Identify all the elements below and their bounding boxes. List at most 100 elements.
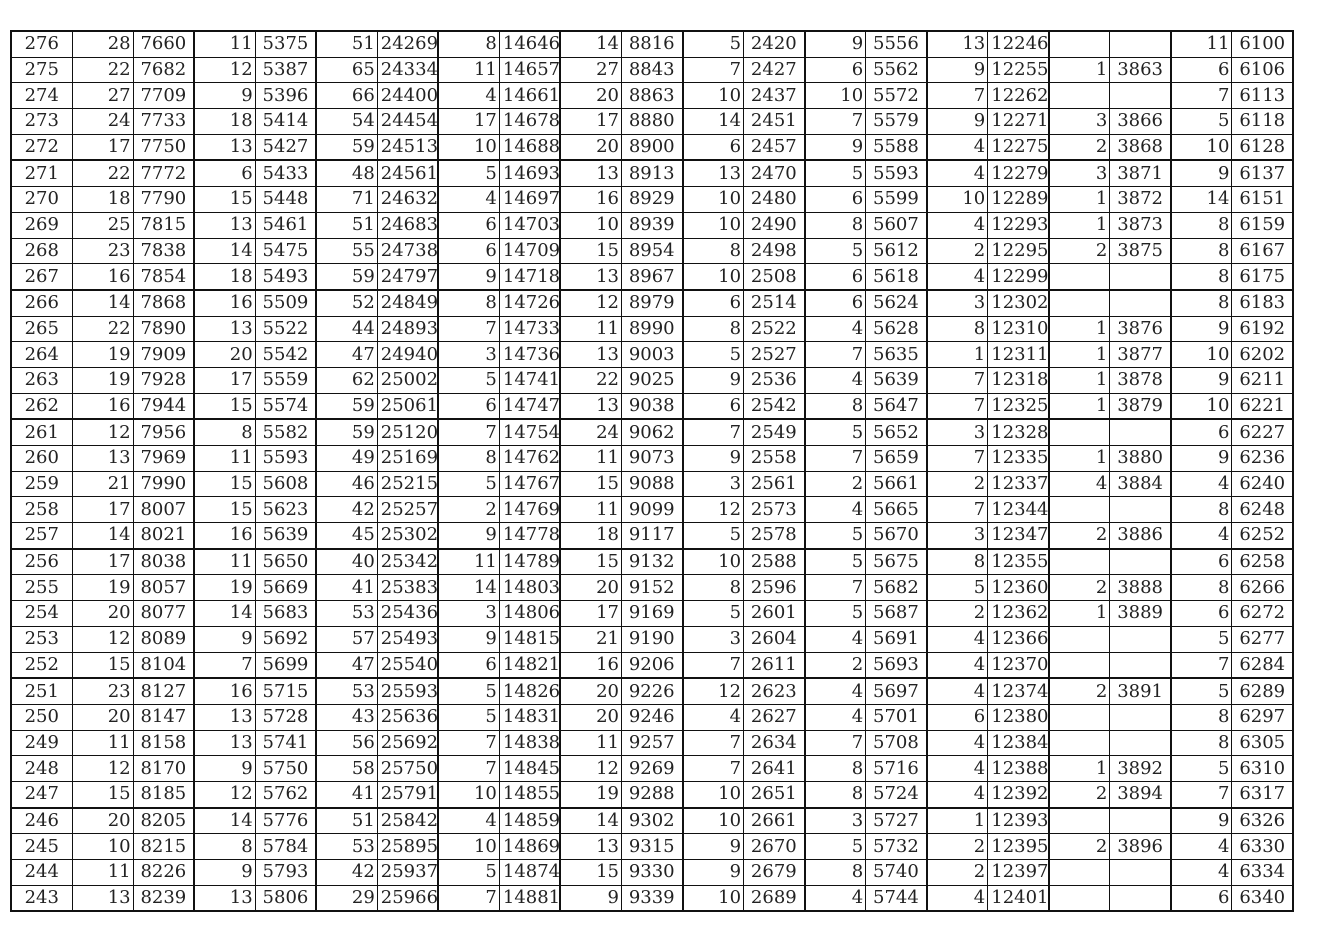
cumulative-cell: 6326 (1231, 807, 1295, 835)
count-cell: 11 (559, 496, 622, 524)
cumulative-cell: 3888 (1109, 574, 1172, 602)
count-cell: 4 (682, 703, 745, 731)
count-cell: 5 (437, 470, 500, 498)
count-cell: 16 (559, 651, 622, 680)
cumulative-cell: 14874 (498, 859, 562, 886)
cumulative-cell: 2451 (743, 108, 806, 135)
table-row: 252 15 8104 7 5699 47 25540 6 14821 16 9206 7 2611 2 5… (10, 651, 1295, 680)
count-cell: 46 (315, 470, 378, 498)
score-cell: 270 (10, 186, 73, 213)
count-cell: 7 (682, 56, 745, 84)
count-cell: 48 (315, 159, 378, 188)
count-cell: 65 (315, 56, 378, 84)
cumulative-cell: 5691 (865, 625, 928, 653)
cumulative-cell: 5624 (865, 289, 928, 317)
count-cell: 7 (926, 445, 989, 472)
cumulative-cell: 5427 (254, 133, 318, 162)
count-cell: 14 (559, 30, 622, 58)
cumulative-cell: 8843 (620, 56, 684, 84)
cumulative-cell: 12289 (987, 186, 1050, 213)
cumulative-cell: 8104 (132, 651, 196, 680)
count-cell (1048, 548, 1111, 576)
count-cell: 8 (193, 833, 256, 860)
cumulative-cell: 14831 (498, 703, 562, 731)
cumulative-cell: 8215 (132, 833, 196, 860)
count-cell: 10 (926, 186, 989, 213)
cumulative-cell: 9206 (620, 651, 684, 680)
count-cell: 59 (315, 392, 378, 421)
count-cell: 4 (926, 159, 989, 188)
count-cell: 11 (71, 729, 134, 757)
table-row: 268 23 7838 14 5475 55 24738 6 14709 15 8954 8 2498 5… (10, 237, 1295, 265)
cumulative-cell: 6258 (1231, 548, 1295, 576)
cumulative-cell: 2549 (743, 418, 806, 447)
count-cell: 52 (315, 289, 378, 317)
count-cell: 5 (437, 703, 500, 731)
count-cell: 15 (559, 237, 622, 265)
count-cell: 9 (193, 82, 256, 110)
count-cell: 43 (315, 703, 378, 731)
count-cell: 59 (315, 133, 378, 162)
cumulative-cell: 8158 (132, 729, 196, 757)
cumulative-cell: 5716 (865, 755, 928, 782)
cumulative-cell: 8816 (620, 30, 684, 58)
cumulative-cell: 25061 (376, 392, 440, 421)
cumulative-cell: 25302 (376, 522, 440, 550)
cumulative-cell: 5744 (865, 884, 928, 912)
cumulative-cell: 5669 (254, 574, 318, 602)
cumulative-cell: 24797 (376, 263, 440, 291)
count-cell: 7 (926, 366, 989, 394)
score-cell: 253 (10, 625, 73, 653)
cumulative-cell: 7944 (132, 392, 196, 421)
count-cell: 8 (682, 574, 745, 602)
cumulative-cell: 5593 (865, 159, 928, 188)
cumulative-cell: 5740 (865, 859, 928, 886)
count-cell: 10 (682, 211, 745, 239)
count-cell: 4 (926, 755, 989, 782)
cumulative-cell: 14821 (498, 651, 562, 680)
cumulative-cell: 2437 (743, 82, 806, 110)
count-cell: 8 (193, 418, 256, 447)
cumulative-cell (1109, 82, 1172, 110)
cumulative-cell: 12392 (987, 780, 1050, 809)
cumulative-cell: 6159 (1231, 211, 1295, 239)
count-cell: 7 (926, 82, 989, 110)
cumulative-cell: 9246 (620, 703, 684, 731)
count-cell: 4 (804, 315, 867, 343)
cumulative-cell: 12374 (987, 677, 1050, 705)
cumulative-cell: 2611 (743, 651, 806, 680)
score-cell: 245 (10, 833, 73, 860)
cumulative-cell: 5588 (865, 133, 928, 162)
cumulative-cell: 9025 (620, 366, 684, 394)
count-cell: 9 (682, 859, 745, 886)
count-cell: 22 (71, 315, 134, 343)
count-cell: 9 (804, 30, 867, 58)
count-cell: 5 (682, 600, 745, 627)
count-cell: 41 (315, 574, 378, 602)
cumulative-cell: 12370 (987, 651, 1050, 680)
count-cell: 28 (71, 30, 134, 58)
count-cell: 7 (804, 574, 867, 602)
count-cell: 47 (315, 341, 378, 368)
cumulative-cell: 14703 (498, 211, 562, 239)
count-cell: 5 (804, 548, 867, 576)
count-cell: 13 (559, 833, 622, 860)
count-cell: 4 (926, 884, 989, 912)
count-cell: 19 (71, 341, 134, 368)
count-cell: 6 (437, 651, 500, 680)
count-cell: 1 (1048, 341, 1111, 368)
count-cell: 2 (1048, 237, 1111, 265)
count-cell: 8 (1170, 289, 1233, 317)
count-cell: 9 (193, 625, 256, 653)
table-row: 255 19 8057 19 5669 41 25383 14 14803 20 9152 8 2596… (10, 574, 1295, 602)
cumulative-cell: 14754 (498, 418, 562, 447)
cumulative-cell: 6137 (1231, 159, 1295, 188)
table-row: 244 11 8226 9 5793 42 25937 5 14874 15 9330 9 2679 8 5… (10, 859, 1295, 886)
count-cell: 13 (193, 729, 256, 757)
count-cell: 10 (682, 884, 745, 912)
score-cell: 244 (10, 859, 73, 886)
cumulative-cell: 12302 (987, 289, 1050, 317)
cumulative-cell: 5682 (865, 574, 928, 602)
cumulative-cell: 8900 (620, 133, 684, 162)
count-cell: 4 (926, 133, 989, 162)
